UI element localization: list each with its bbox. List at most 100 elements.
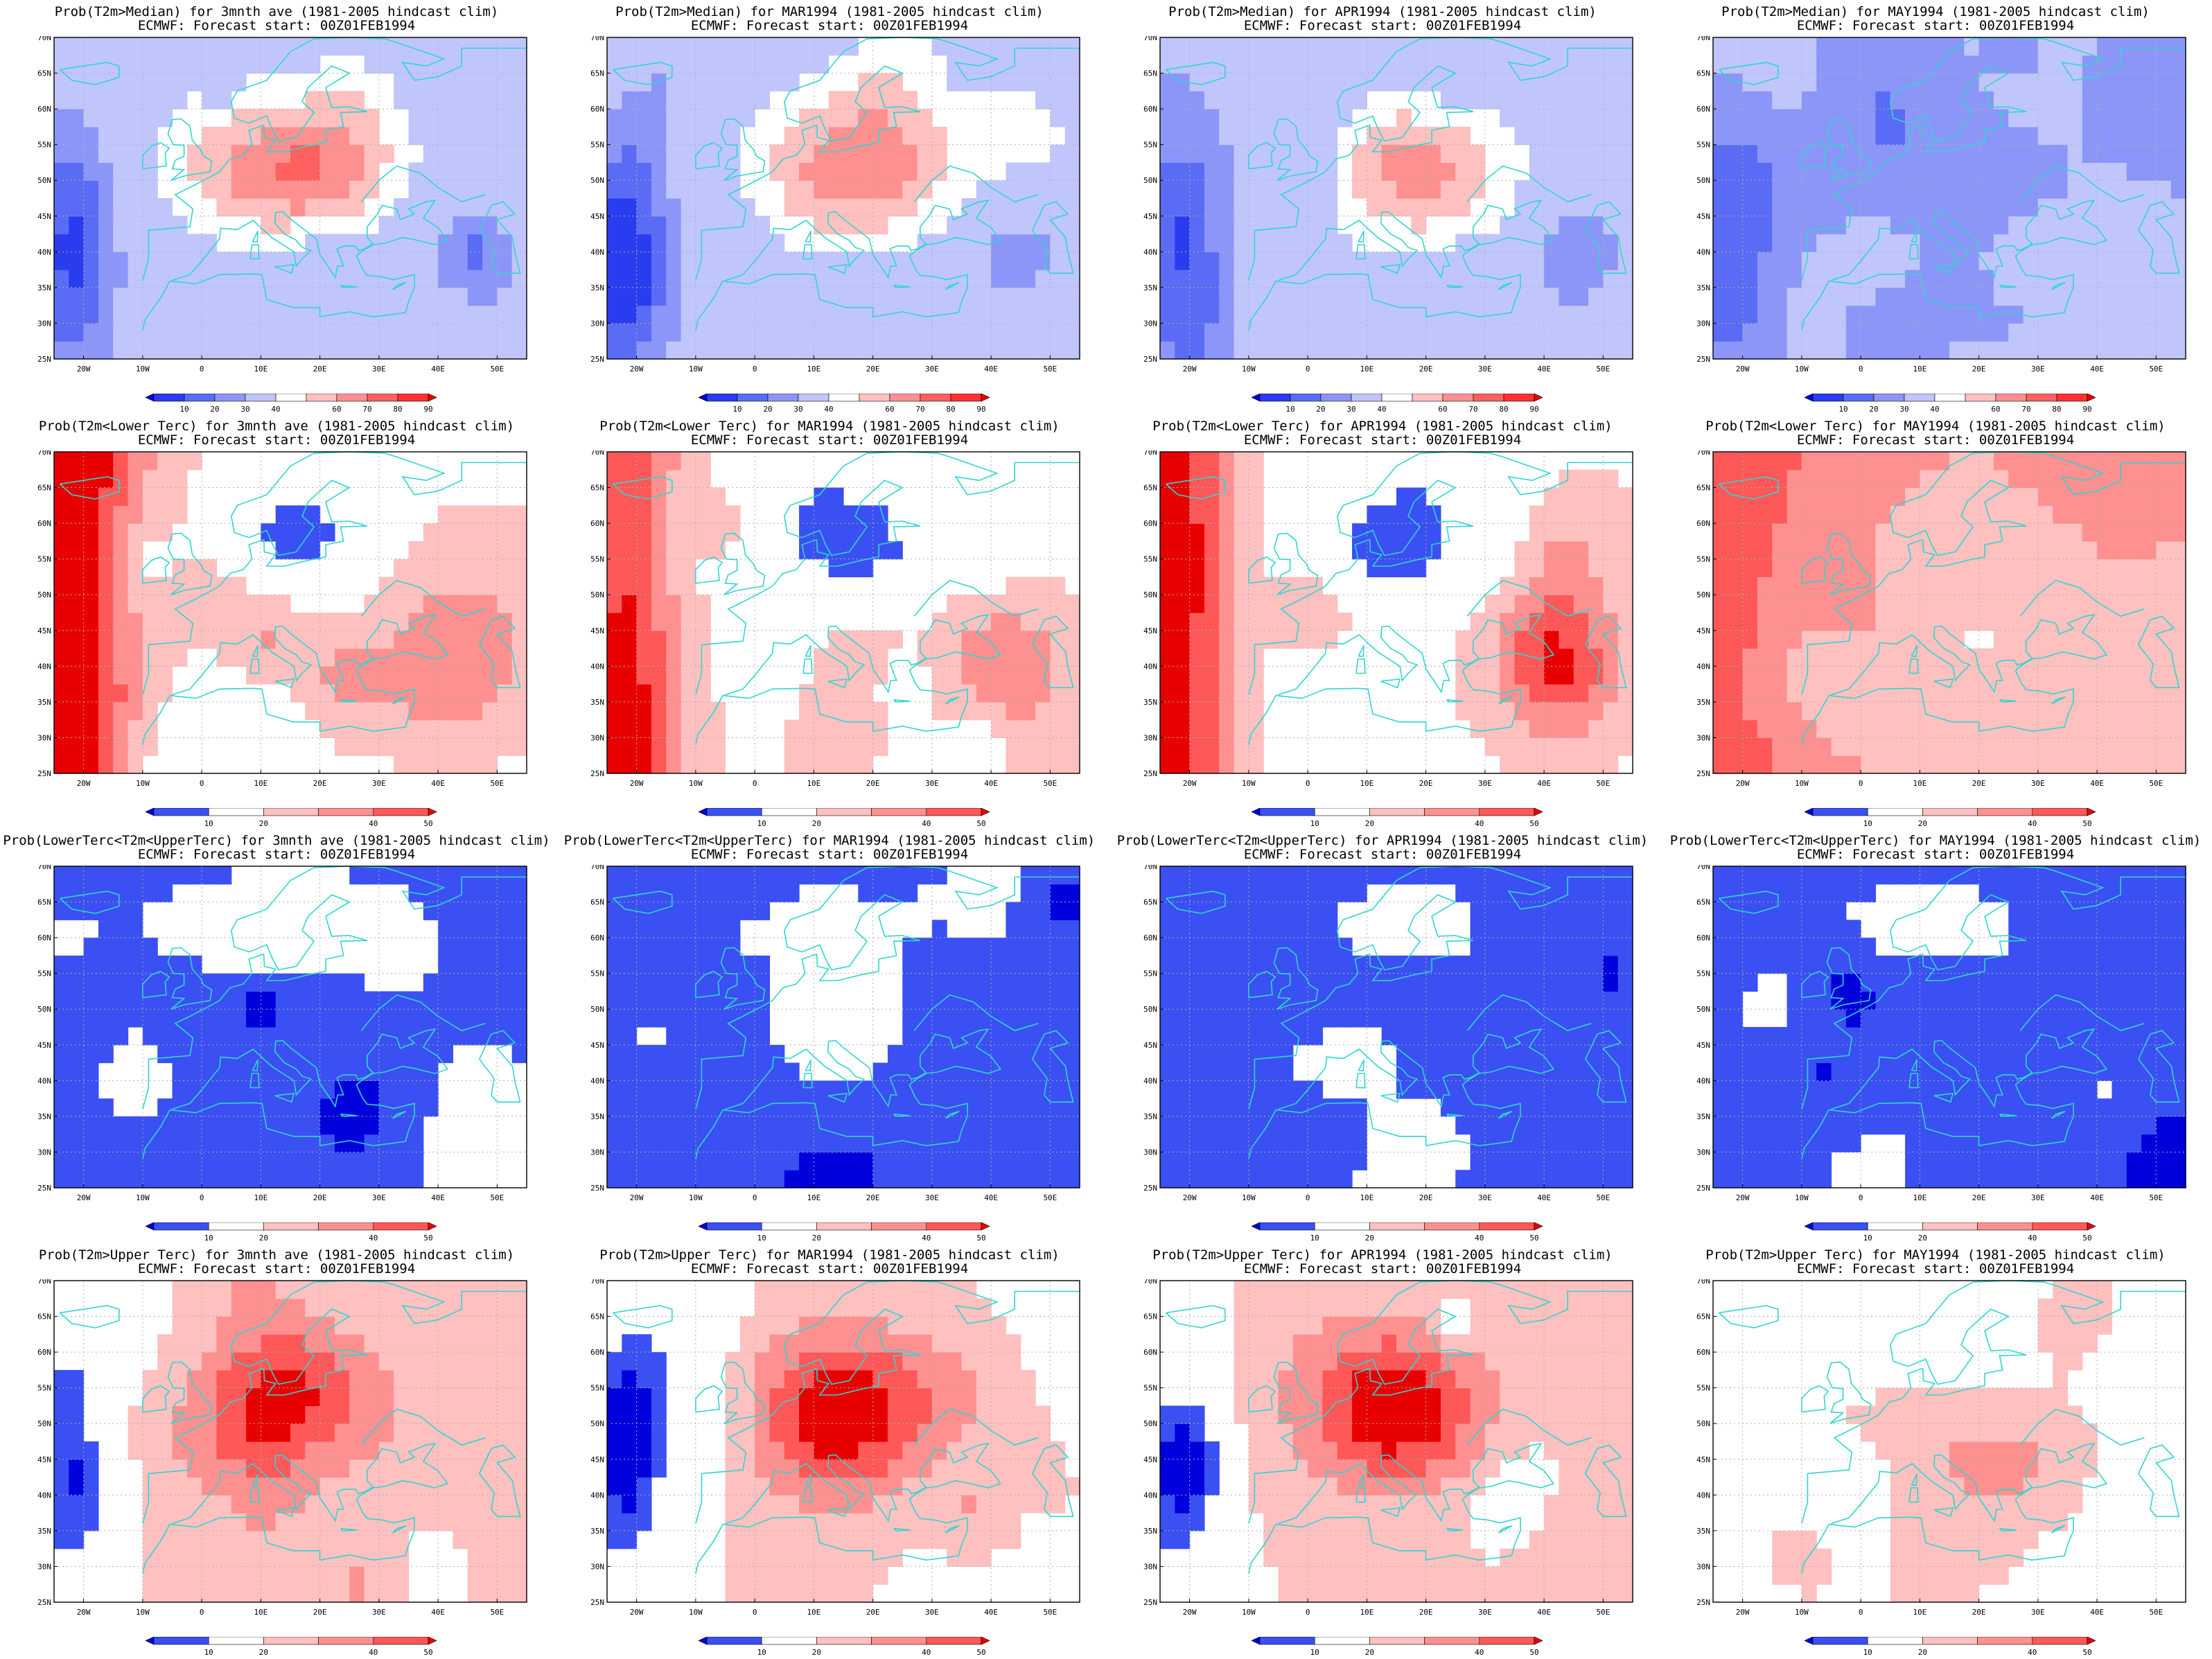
- field-cell: [290, 1152, 306, 1170]
- lat-tick-label: 45N: [37, 212, 51, 221]
- field-cell: [1544, 720, 1559, 738]
- field-cell: [290, 613, 306, 631]
- field-cell: [1772, 288, 1787, 306]
- field-cell: [1588, 127, 1604, 145]
- field-cell: [1816, 720, 1832, 738]
- field-cell: [335, 127, 350, 145]
- field-cell: [1772, 452, 1787, 470]
- field-cell: [1713, 523, 1728, 541]
- lon-tick-label: 10W: [136, 779, 150, 788]
- field-cell: [2127, 306, 2142, 324]
- field-cell: [622, 649, 637, 667]
- field-cell: [1603, 306, 1618, 324]
- field-cell: [365, 684, 380, 702]
- field-cell: [468, 341, 483, 359]
- field-cell: [1787, 595, 1802, 613]
- field-cell: [290, 341, 306, 359]
- lat-tick-label: 35N: [590, 283, 604, 292]
- field-cell: [1337, 613, 1353, 631]
- field-cell: [84, 866, 99, 884]
- field-cell: [1500, 649, 1515, 667]
- field-cell: [290, 523, 306, 541]
- field-cell: [1757, 737, 1773, 755]
- field-cell: [468, 37, 483, 55]
- lon-tick-label: 10W: [1795, 365, 1809, 374]
- field-cell: [1979, 252, 1994, 270]
- field-cell: [1455, 37, 1471, 55]
- lat-tick-label: 70N: [590, 36, 604, 42]
- field-cell: [1728, 55, 1743, 73]
- field-cell: [1337, 270, 1353, 288]
- field-cell: [98, 737, 114, 755]
- field-cell: [622, 252, 637, 270]
- field-cell: [2038, 252, 2053, 270]
- field-cell: [2141, 541, 2157, 559]
- field-cell: [1529, 73, 1545, 91]
- field-cell: [365, 288, 380, 306]
- field-cell: [681, 162, 696, 180]
- field-cell: [1544, 559, 1559, 577]
- field-cell: [1574, 505, 1589, 523]
- field-cell: [261, 595, 276, 613]
- field-cell: [54, 341, 69, 359]
- field-cell: [726, 37, 741, 55]
- field-cell: [173, 866, 188, 884]
- field-cell: [1713, 505, 1728, 523]
- field-cell: [379, 252, 394, 270]
- field-cell: [681, 1063, 696, 1081]
- field-cell: [187, 1098, 202, 1116]
- field-cell: [1249, 488, 1264, 506]
- field-cell: [1308, 91, 1323, 109]
- field-cell: [2127, 252, 2142, 270]
- field-cell: [98, 720, 114, 738]
- field-cell: [2171, 470, 2186, 488]
- field-cell: [98, 198, 114, 216]
- field-cell: [1471, 91, 1486, 109]
- field-cell: [1861, 755, 1876, 773]
- field-cell: [799, 180, 814, 198]
- colorbar-label: 10: [732, 405, 741, 413]
- field-cell: [1190, 720, 1205, 738]
- field-cell: [1832, 755, 1847, 773]
- field-cell: [1603, 649, 1618, 667]
- field-cell: [666, 956, 681, 974]
- field-cell: [1190, 488, 1205, 506]
- field-cell: [320, 523, 335, 541]
- field-cell: [1618, 666, 1633, 684]
- field-cell: [84, 737, 99, 755]
- field-cell: [696, 1080, 711, 1098]
- field-cell: [202, 631, 217, 649]
- field-cell: [187, 270, 202, 288]
- field-cell: [1574, 109, 1589, 127]
- field-cell: [1279, 198, 1294, 216]
- field-cell: [497, 613, 512, 631]
- field-cell: [261, 198, 276, 216]
- field-cell: [468, 720, 483, 738]
- field-cell: [1832, 198, 1847, 216]
- field-cell: [2038, 145, 2053, 163]
- field-cell: [84, 1170, 99, 1188]
- field-cell: [2068, 505, 2083, 523]
- field-cell: [1905, 559, 1920, 577]
- field-cell: [231, 1152, 247, 1170]
- field-cell: [1190, 109, 1205, 127]
- field-cell: [84, 323, 99, 341]
- field-cell: [637, 1063, 652, 1081]
- field-cell: [1905, 37, 1920, 55]
- field-cell: [128, 234, 143, 252]
- field-cell: [1035, 720, 1051, 738]
- field-cell: [202, 323, 217, 341]
- field-cell: [1832, 252, 1847, 270]
- field-cell: [1728, 720, 1743, 738]
- field-cell: [438, 162, 453, 180]
- field-cell: [54, 1134, 69, 1152]
- field-cell: [976, 306, 992, 324]
- field-cell: [276, 1080, 291, 1098]
- field-cell: [843, 755, 859, 773]
- field-cell: [1441, 162, 1456, 180]
- field-cell: [1920, 234, 1935, 252]
- field-cell: [216, 1045, 231, 1063]
- field-cell: [276, 37, 291, 55]
- field-cell: [829, 720, 844, 738]
- field-cell: [231, 1027, 247, 1045]
